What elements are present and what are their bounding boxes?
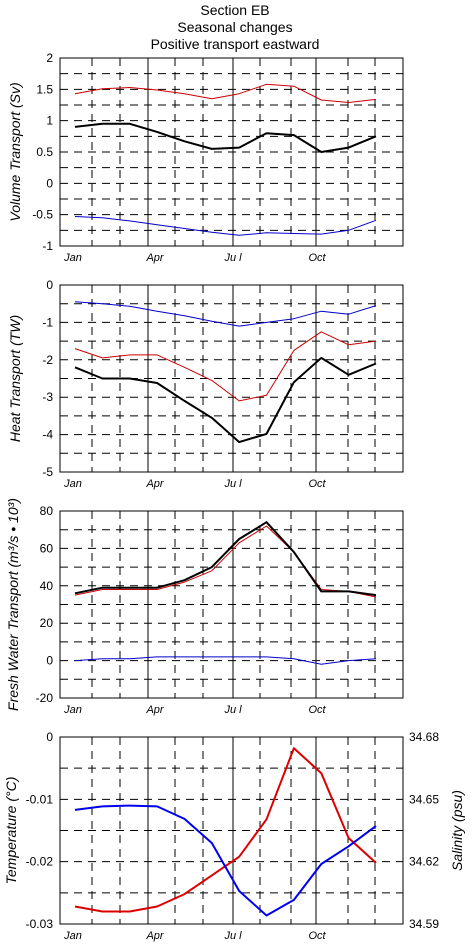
month-label: Jan <box>63 478 82 490</box>
month-label: Jan <box>63 704 82 716</box>
y-tick-label: 60 <box>40 541 54 555</box>
y-tick-label: 40 <box>40 579 54 593</box>
y-tick-label: 80 <box>40 504 54 518</box>
y-tick-label: 0 <box>46 730 53 744</box>
series-line-2 <box>74 122 377 153</box>
y-tick-label: -1 <box>42 315 53 329</box>
y-tick-label: 20 <box>40 616 54 630</box>
plot-frame <box>59 736 404 925</box>
y-axis-label: Fresh Water Transport (m³/s • 10³) <box>5 498 21 711</box>
month-label: Oct <box>308 704 326 716</box>
y-tick-label: -3 <box>42 390 53 404</box>
y-tick-label: -0.5 <box>32 208 53 222</box>
chart-panel-4: 0 -0.01 -0.02 -0.03 34.68 34.65 34.62 34.59 Jan A… <box>3 730 465 942</box>
y-axis-label: Temperature (°C) <box>3 777 19 885</box>
month-label: Oct <box>308 930 326 942</box>
y-tick-label: 0.5 <box>36 145 53 159</box>
y-tick-label: -0.02 <box>26 855 54 869</box>
chart-panel-2: 0 -1 -2 -3 -4 -5 Jan Apr Ju l Oct Heat Transport (… <box>7 278 404 490</box>
month-label: Apr <box>145 704 164 716</box>
month-label: Apr <box>145 252 164 264</box>
y-tick-label: -0.03 <box>26 917 54 931</box>
y-tick-label: 0 <box>46 176 53 190</box>
y-tick-label: -2 <box>42 353 53 367</box>
y-tick-label: 1.5 <box>36 82 53 96</box>
series-line-1 <box>74 301 377 327</box>
series-line-3 <box>74 356 377 444</box>
y-right-tick-label: 34.59 <box>409 917 439 931</box>
title-line-1: Section EB <box>200 2 269 18</box>
y-tick-label: 0 <box>46 278 53 292</box>
month-label: Apr <box>145 478 164 490</box>
y-right-tick-label: 34.65 <box>409 792 439 806</box>
y-tick-label: 0 <box>46 654 53 668</box>
month-label: Ju l <box>223 930 242 942</box>
month-label: Ju l <box>223 252 242 264</box>
series-line-2 <box>74 521 377 597</box>
plot-frame <box>59 510 404 699</box>
y-axis-label-right: Salinity (psu) <box>449 790 465 871</box>
series-line-2 <box>74 804 377 917</box>
title-line-3: Positive transport eastward <box>151 36 320 52</box>
month-label: Oct <box>308 478 326 490</box>
y-tick-label: -4 <box>42 428 53 442</box>
figure-title: Section EB Seasonal changes Positive tra… <box>151 2 320 52</box>
plot-frame <box>59 57 404 247</box>
y-tick-label: -1 <box>42 239 53 253</box>
month-label: Oct <box>308 252 326 264</box>
month-label: Jan <box>63 930 82 942</box>
y-axis-label: Volume Transport (Sv) <box>7 82 23 221</box>
series-line-3 <box>74 656 377 665</box>
y-tick-label: 1 <box>46 114 53 128</box>
series-line-1 <box>74 525 377 598</box>
series-line-1 <box>74 83 377 103</box>
chart-panel-3: 80 60 40 20 0 -20 Jan Apr Ju l Oct Fresh Water Tra… <box>5 498 404 716</box>
y-right-tick-label: 34.62 <box>409 855 439 869</box>
panels: 2 1.5 1 0.5 0 -0.5 -1 Jan Apr Ju l Oct Volume Trans… <box>3 51 465 942</box>
y-axis-label: Heat Transport (TW) <box>7 315 23 442</box>
month-label: Ju l <box>223 478 242 490</box>
series-line-3 <box>74 216 377 236</box>
y-tick-label: -20 <box>36 691 54 705</box>
y-tick-label: -5 <box>42 465 53 479</box>
month-label: Jan <box>63 252 82 264</box>
month-label: Ju l <box>223 704 242 716</box>
chart-panel-1: 2 1.5 1 0.5 0 -0.5 -1 Jan Apr Ju l Oct Volume Trans… <box>7 51 404 264</box>
y-right-tick-label: 34.68 <box>409 730 439 744</box>
month-label: Apr <box>145 930 164 942</box>
plot-frame <box>59 284 404 473</box>
title-line-2: Seasonal changes <box>177 19 292 35</box>
y-tick-label: -0.01 <box>26 792 54 806</box>
series-line-2 <box>74 331 377 402</box>
y-tick-label: 2 <box>46 51 53 65</box>
